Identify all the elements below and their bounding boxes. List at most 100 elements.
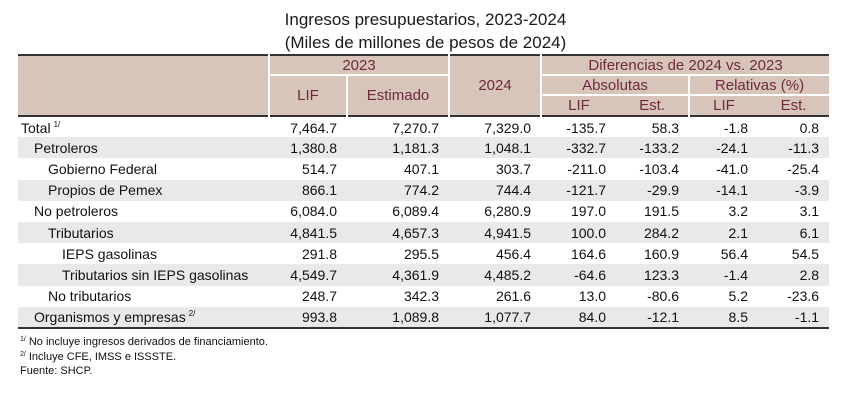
cell-v-2024: 4,941.5 xyxy=(449,221,541,244)
cell-est-2023: 1,181.3 xyxy=(347,137,449,159)
cell-rel-est: 54.5 xyxy=(791,245,820,262)
header-blank xyxy=(18,54,270,116)
row-label-text: Organismos y empresas xyxy=(34,308,186,325)
row-label-text: Tributarios xyxy=(48,224,114,241)
cell-rel-lif: -1.8 xyxy=(689,114,758,138)
row-label: IEPS gasolinas xyxy=(18,243,269,264)
cell-est-2023: 407.1 xyxy=(403,160,439,177)
cell-abs-est: 58.3 xyxy=(616,114,689,138)
cell-abs-est: -80.6 xyxy=(647,288,679,305)
cell-est-2023: 295.5 xyxy=(403,245,439,262)
cell-abs-lif: 100.0 xyxy=(541,221,616,244)
row-label: Propios de Pemex xyxy=(18,179,269,201)
cell-est-2023: 1,089.8 xyxy=(347,306,449,329)
row-label-text: No petroleros xyxy=(34,203,119,220)
footnotes: 1/No incluye ingresos derivados de finan… xyxy=(20,335,268,379)
cell-rel-lif: 5.2 xyxy=(728,288,748,305)
header-abs-est: Est. xyxy=(616,95,690,116)
cell-rel-est: 6.1 xyxy=(758,221,830,244)
row-label: Tributarios xyxy=(18,221,269,244)
source-note: Fuente: SHCP. xyxy=(20,365,93,377)
row-label-text: Tributarios sin IEPS gasolinas xyxy=(62,266,249,283)
cell-rel-lif: 56.4 xyxy=(720,245,748,262)
cell-abs-est: -12.1 xyxy=(616,306,689,329)
table-row: Total 1/7,464.7 7,270.7 7,329.0 -135.7 58.3 -1… xyxy=(18,114,830,138)
cell-abs-est: 160.9 xyxy=(643,245,679,262)
footnote-1-mark: 1/ xyxy=(20,336,26,343)
row-label: Organismos y empresas 2/ xyxy=(18,306,269,329)
cell-est-2023: 774.2 xyxy=(347,179,449,201)
cell-v-2024: 1,077.7 xyxy=(449,306,541,329)
cell-rel-est: -25.4 xyxy=(787,160,820,177)
cell-lif-2023: 993.8 xyxy=(269,306,347,329)
header-absolutas: Absolutas xyxy=(541,75,690,96)
cell-rel-est: 0.8 xyxy=(758,114,830,138)
table-row: IEPS gasolinas 291.8 295.5 456.4 164.6 160.9 5… xyxy=(18,243,829,264)
cell-est-2023: 7,270.7 xyxy=(347,114,449,138)
row-label-text: No tributarios xyxy=(48,288,132,305)
cell-est-2023: 6,089.4 xyxy=(392,203,439,220)
row-label: No tributarios xyxy=(18,286,269,307)
table-row: No tributarios 248.7 342.3 261.6 13.0 -80.6 5.… xyxy=(18,286,829,307)
cell-abs-lif: 84.0 xyxy=(541,306,616,329)
cell-rel-lif: 2.1 xyxy=(689,221,758,244)
cell-v-2024: 261.6 xyxy=(495,288,531,305)
footnote-ref: 2/ xyxy=(188,308,196,318)
cell-abs-lif: -135.7 xyxy=(541,114,616,138)
header-year-2024: 2024 xyxy=(449,54,542,116)
cell-est-2023: 4,657.3 xyxy=(347,221,449,244)
cell-est-2023: 342.3 xyxy=(403,288,439,305)
cell-abs-lif: -211.0 xyxy=(567,160,606,177)
cell-rel-lif: -41.0 xyxy=(716,160,748,177)
cell-rel-lif: -1.4 xyxy=(689,264,758,286)
cell-abs-lif: -332.7 xyxy=(541,137,616,159)
cell-lif-2023: 514.7 xyxy=(301,160,337,177)
header-abs-lif: LIF xyxy=(541,95,616,116)
cell-abs-est: -29.9 xyxy=(616,179,689,201)
cell-rel-lif: -24.1 xyxy=(689,137,758,159)
cell-v-2024: 4,485.2 xyxy=(449,264,541,286)
table-subtitle: (Miles de millones de pesos de 2024) xyxy=(284,33,567,52)
cell-lif-2023: 4,841.5 xyxy=(269,221,347,244)
table-row: Petroleros 1,380.8 1,181.3 1,048.1 -332.7 -13… xyxy=(18,137,830,159)
table-row: No petroleros 6,084.0 6,089.4 6,280.9 197.0 1… xyxy=(18,201,829,222)
header-differences: Diferencias de 2024 vs. 2023 xyxy=(541,54,830,76)
cell-lif-2023: 6,084.0 xyxy=(290,203,337,220)
cell-abs-lif: 197.0 xyxy=(570,203,606,220)
cell-lif-2023: 248.7 xyxy=(301,288,337,305)
cell-lif-2023: 866.1 xyxy=(269,179,347,201)
header-rel-est: Est. xyxy=(758,95,830,116)
cell-abs-est: 191.5 xyxy=(643,203,679,220)
footnote-1: 1/No incluye ingresos derivados de finan… xyxy=(20,335,268,350)
cell-lif-2023: 4,549.7 xyxy=(269,264,347,286)
table-row: Tributarios 4,841.5 4,657.3 4,941.5 100.0 284… xyxy=(18,221,830,244)
row-label-text: Petroleros xyxy=(34,139,98,156)
cell-abs-est: -133.2 xyxy=(616,137,689,159)
header-lif-2023: LIF xyxy=(269,75,348,116)
cell-abs-lif: 13.0 xyxy=(578,288,606,305)
footnote-2-text: Incluye CFE, IMSS e ISSSTE. xyxy=(28,350,177,363)
row-label: Tributarios sin IEPS gasolinas xyxy=(18,264,269,286)
table-row: Gobierno Federal 514.7 407.1 303.7 -211.0 -10… xyxy=(18,158,829,179)
row-label: Total 1/ xyxy=(18,114,269,138)
table-title: Ingresos presupuestarios, 2023-2024 xyxy=(284,10,567,29)
cell-rel-lif: 3.2 xyxy=(728,203,748,220)
table-row: Tributarios sin IEPS gasolinas 4,549.7 4,3… xyxy=(18,264,830,286)
cell-lif-2023: 291.8 xyxy=(301,245,337,262)
header-rel-lif: LIF xyxy=(689,95,758,116)
row-label-text: Gobierno Federal xyxy=(48,160,157,177)
table-row: Propios de Pemex 866.1 774.2 744.4 -121.7 -29… xyxy=(18,179,830,201)
cell-rel-est: -23.6 xyxy=(787,288,820,305)
cell-rel-lif: -14.1 xyxy=(689,179,758,201)
footnote-ref: 1/ xyxy=(53,120,61,130)
cell-abs-est: 123.3 xyxy=(616,264,689,286)
row-label: Petroleros xyxy=(18,137,269,159)
table-body: Total 1/7,464.7 7,270.7 7,329.0 -135.7 58.3 -1… xyxy=(18,114,830,329)
cell-rel-est: -11.3 xyxy=(758,137,830,159)
cell-rel-lif: 8.5 xyxy=(689,306,758,329)
row-label-text: IEPS gasolinas xyxy=(62,245,157,262)
cell-rel-est: -1.1 xyxy=(758,306,830,329)
footnote-2-mark: 2/ xyxy=(20,350,26,358)
cell-rel-est: -3.9 xyxy=(758,179,830,201)
cell-v-2024: 1,048.1 xyxy=(449,137,541,159)
